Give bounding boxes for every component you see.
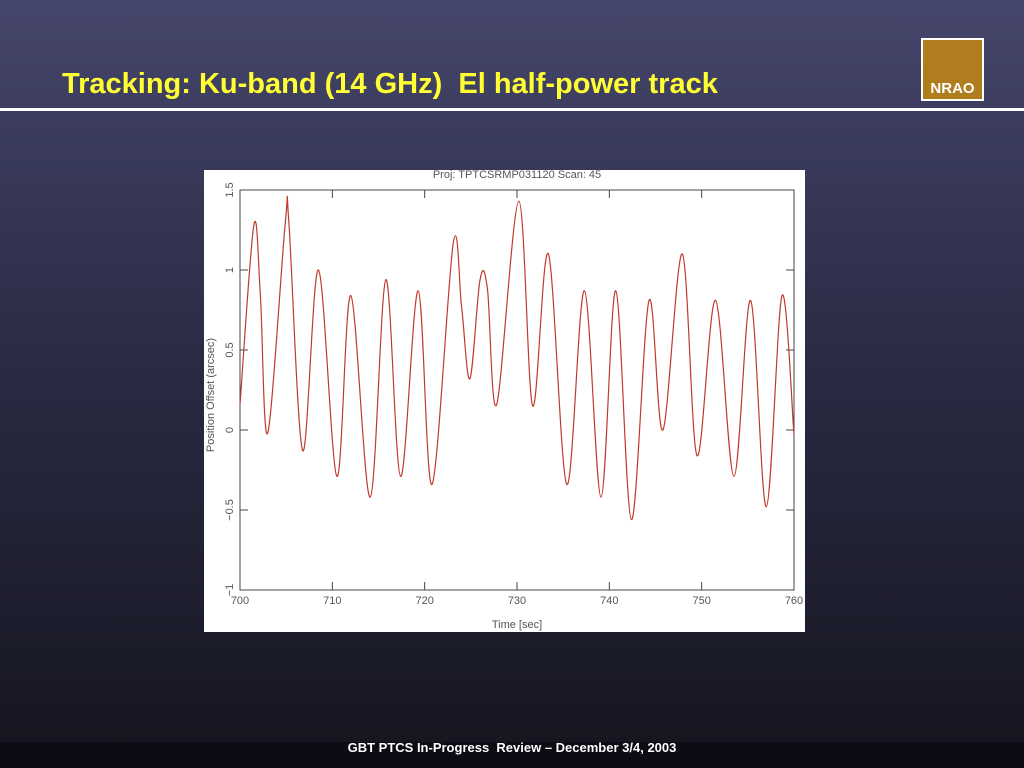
y-tick-label: −0.5 xyxy=(224,499,236,521)
data-line xyxy=(239,195,795,521)
y-tick-label: 1.5 xyxy=(224,182,236,197)
chart-background xyxy=(204,170,805,632)
y-tick-label: 0.5 xyxy=(224,342,236,357)
x-axis-label: Time [sec] xyxy=(492,619,542,631)
x-tick-label: 710 xyxy=(323,595,341,607)
x-tick-label: 750 xyxy=(692,595,710,607)
y-axis-label: Position Offset (arcsec) xyxy=(205,338,217,452)
x-tick-label: 730 xyxy=(508,595,526,607)
footer: GBT PTCS In-Progress Review – December 3… xyxy=(0,741,1024,768)
x-tick-label: 720 xyxy=(415,595,433,607)
y-tick-label: 0 xyxy=(224,427,236,433)
logo: NRAO xyxy=(921,38,984,101)
x-tick-label: 700 xyxy=(231,595,249,607)
chart-title: Proj: TPTCSRMP031120 Scan: 45 xyxy=(433,169,601,181)
title-rule xyxy=(0,108,1024,111)
x-tick-label: 760 xyxy=(785,595,803,607)
y-tick-label: −1 xyxy=(224,584,236,597)
x-tick-label: 740 xyxy=(600,595,618,607)
y-tick-label: 1 xyxy=(224,267,236,273)
slide-title: Tracking: Ku-band (14 GHz) El half-power… xyxy=(62,68,718,100)
